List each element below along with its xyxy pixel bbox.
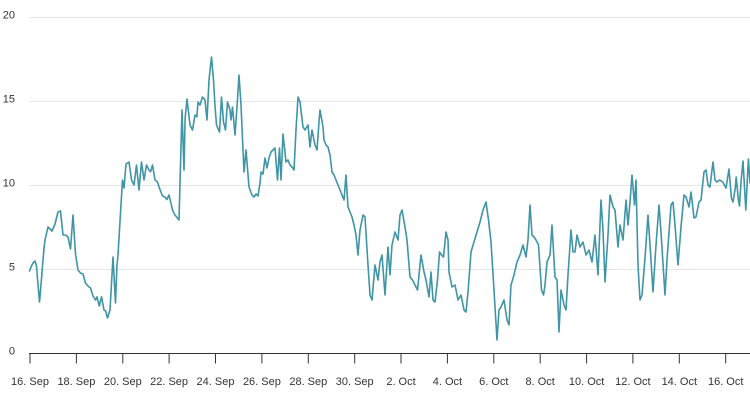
svg-text:20: 20: [3, 10, 15, 22]
svg-text:16. Sep: 16. Sep: [11, 376, 49, 388]
svg-text:2. Oct: 2. Oct: [386, 376, 415, 388]
svg-text:16. Oct: 16. Oct: [708, 376, 743, 388]
svg-text:24. Sep: 24. Sep: [197, 376, 235, 388]
svg-text:10. Oct: 10. Oct: [569, 376, 604, 388]
svg-text:15: 15: [3, 94, 15, 106]
svg-text:28. Sep: 28. Sep: [289, 376, 327, 388]
svg-text:12. Oct: 12. Oct: [615, 376, 650, 388]
svg-text:4. Oct: 4. Oct: [433, 376, 462, 388]
svg-text:22. Sep: 22. Sep: [150, 376, 188, 388]
svg-text:20. Sep: 20. Sep: [104, 376, 142, 388]
svg-text:6. Oct: 6. Oct: [479, 376, 508, 388]
svg-text:5: 5: [9, 262, 15, 274]
svg-text:8. Oct: 8. Oct: [526, 376, 555, 388]
svg-text:14. Oct: 14. Oct: [662, 376, 697, 388]
svg-text:26. Sep: 26. Sep: [243, 376, 281, 388]
svg-text:30. Sep: 30. Sep: [336, 376, 374, 388]
svg-text:0: 0: [9, 346, 15, 358]
svg-text:10: 10: [3, 178, 15, 190]
svg-text:18. Sep: 18. Sep: [57, 376, 95, 388]
